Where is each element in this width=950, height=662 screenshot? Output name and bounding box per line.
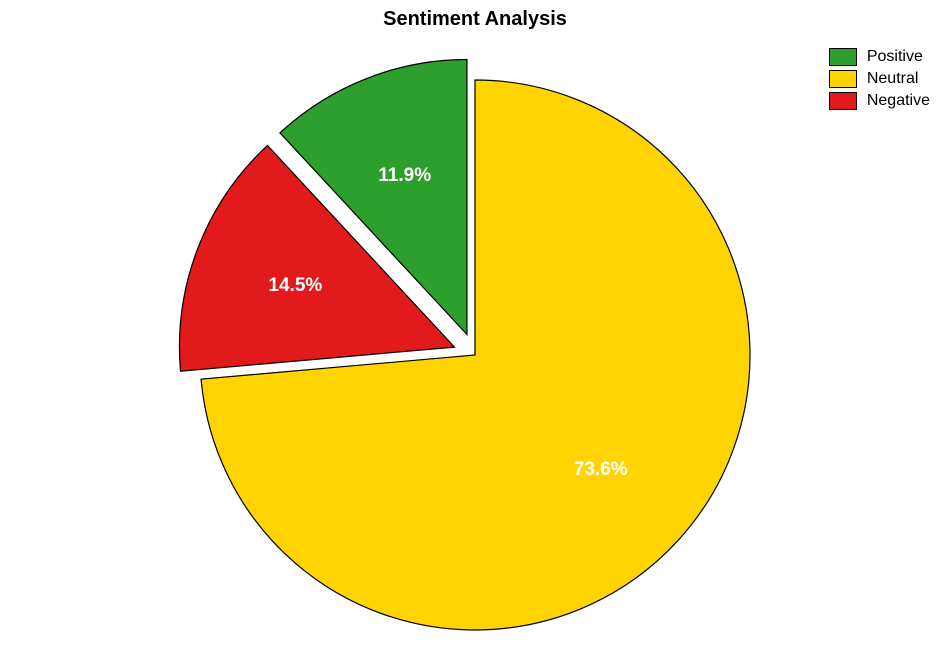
- legend: Positive Neutral Negative: [829, 48, 930, 114]
- legend-swatch: [829, 48, 857, 66]
- pie-slice-label-neutral: 73.6%: [574, 459, 628, 480]
- pie-slice-label-positive: 11.9%: [378, 165, 431, 186]
- legend-item-negative: Negative: [829, 92, 930, 110]
- chart-container: { "chart": { "type": "pie", "title": "Se…: [0, 0, 950, 662]
- legend-swatch: [829, 70, 857, 88]
- pie-slice-label-negative: 14.5%: [268, 275, 322, 296]
- legend-item-positive: Positive: [829, 48, 930, 66]
- legend-swatch: [829, 92, 857, 110]
- legend-label: Negative: [867, 92, 930, 110]
- legend-label: Positive: [867, 48, 923, 66]
- pie-chart: 73.6% 14.5% 11.9%: [0, 0, 950, 662]
- legend-item-neutral: Neutral: [829, 70, 930, 88]
- legend-label: Neutral: [867, 70, 919, 88]
